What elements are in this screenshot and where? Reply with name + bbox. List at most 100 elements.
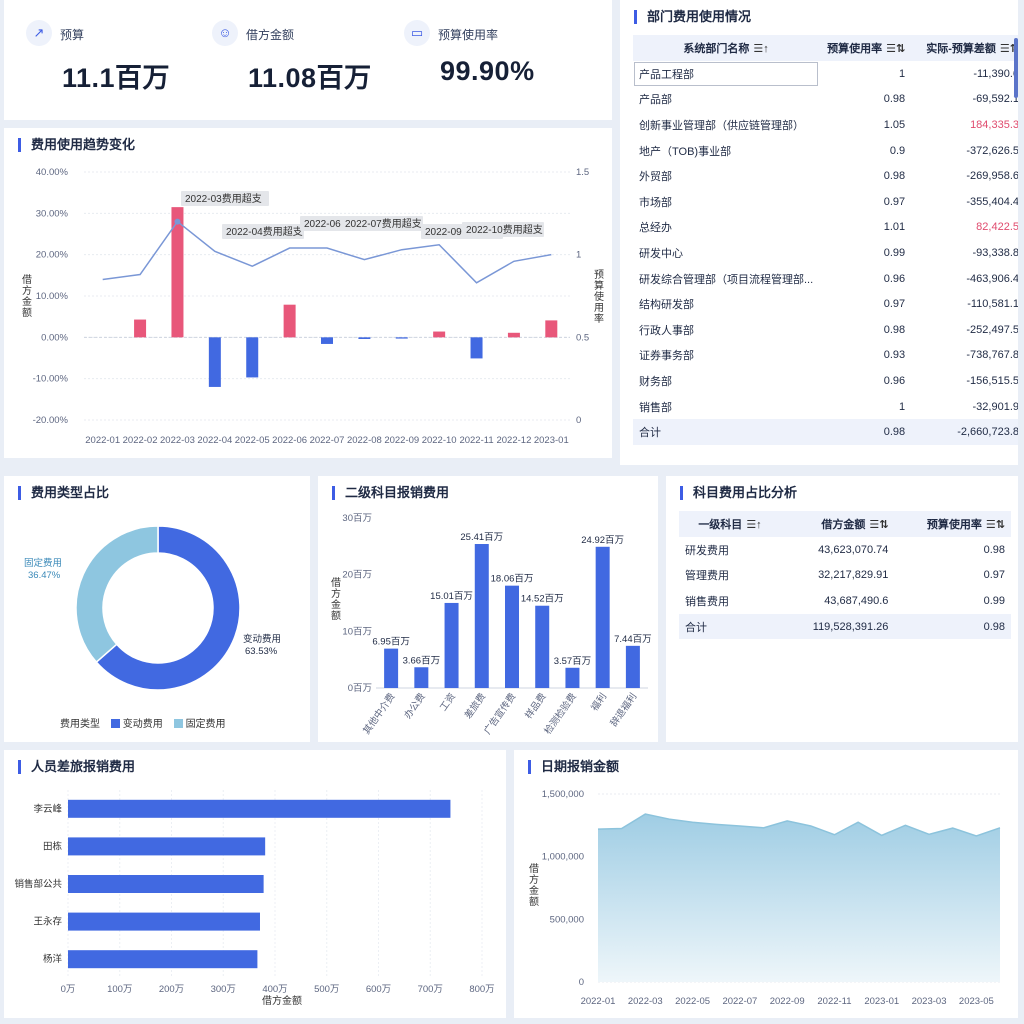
travel-bar[interactable]	[68, 950, 258, 969]
trend-bar[interactable]	[358, 337, 371, 339]
table-row[interactable]: 产品工程部 1 -11,390.6	[633, 61, 1018, 87]
table-row[interactable]: 创新事业管理部（供应链管理部） 1.05 184,335.3	[633, 112, 1018, 138]
y-tick-label: 10百万	[342, 626, 372, 637]
trend-bar[interactable]	[507, 332, 520, 338]
x-tick-label: 100万	[107, 984, 132, 995]
dept-header-name[interactable]: 系统部门名称 ☰↑	[633, 35, 820, 61]
table-row[interactable]: 外贸部 0.98 -269,958.6	[633, 163, 1018, 189]
dept-diff: -110,581.1	[967, 298, 1018, 311]
table-row[interactable]: 地产（TOB)事业部 0.9 -372,626.5	[633, 138, 1018, 164]
table-row[interactable]: 市场部 0.97 -355,404.4	[633, 189, 1018, 215]
x-tick-label: 400万	[262, 984, 287, 995]
subject-header-name[interactable]: 一级科目 ☰↑	[679, 511, 781, 537]
subject-header-amount[interactable]: 借方金额 ☰⇅	[781, 511, 895, 537]
trend-bar[interactable]	[395, 337, 408, 339]
dept-table: 系统部门名称 ☰↑ 预算使用率 ☰⇅ 实际-预算差额 ☰⇅ 产品工程部 1 -11,390…	[633, 35, 1018, 445]
table-row[interactable]: 销售费用 43,687,490.6 0.99	[679, 588, 1011, 614]
travel-bar[interactable]	[68, 799, 451, 818]
dept-name: 产品部	[639, 94, 672, 107]
trend-bar[interactable]	[433, 331, 446, 338]
sort-icon[interactable]: ☰⇅	[869, 519, 889, 531]
table-row[interactable]: 产品部 0.98 -69,592.1	[633, 87, 1018, 113]
subject-bar[interactable]	[565, 667, 580, 688]
pie-slice[interactable]	[75, 525, 159, 664]
dept-name: 外贸部	[639, 171, 672, 184]
table-row[interactable]: 研发综合管理部（项目流程管理部... 0.96 -463,906.4	[633, 266, 1018, 292]
table-row[interactable]: 研发中心 0.99 -93,338.8	[633, 240, 1018, 266]
bar-value-label: 6.95百万	[372, 637, 410, 648]
area-line[interactable]	[597, 813, 1001, 837]
y-tick-label: 30百万	[342, 513, 372, 524]
table-row[interactable]: 证券事务部 0.93 -738,767.8	[633, 343, 1018, 369]
dept-header-diff[interactable]: 实际-预算差额 ☰⇅	[911, 35, 1018, 61]
subject-bar[interactable]	[444, 602, 459, 688]
annotation-label: 2022-10费用超支	[466, 223, 543, 236]
sort-icon[interactable]: ☰⇅	[985, 519, 1005, 531]
subject-bar[interactable]	[384, 648, 399, 688]
subject-bar[interactable]	[474, 544, 489, 688]
total-diff: -2,660,723.8	[911, 419, 1018, 445]
area-fill[interactable]	[598, 814, 1000, 982]
subject-header-rate[interactable]: 预算使用率 ☰⇅	[894, 511, 1011, 537]
legend-item[interactable]: 变动费用	[122, 719, 163, 730]
y-tick-label: 1,000,000	[542, 852, 584, 863]
travel-panel: 人员差旅报销费用 0万 100万 200万 300万 400万 500万 600万 700万 8…	[4, 750, 506, 1018]
table-row[interactable]: 结构研发部 0.97 -110,581.1	[633, 291, 1018, 317]
table-row[interactable]: 行政人事部 0.98 -252,497.5	[633, 317, 1018, 343]
y2-tick-label: 0.5	[576, 332, 589, 343]
trend-bar[interactable]	[283, 304, 296, 338]
travel-bar[interactable]	[68, 912, 260, 931]
table-row[interactable]: 管理费用 32,217,829.91 0.97	[679, 563, 1011, 589]
dept-name: 财务部	[639, 375, 672, 388]
trend-bar[interactable]	[246, 337, 259, 378]
table-row[interactable]: 销售部 1 -32,901.9	[633, 394, 1018, 420]
table-row[interactable]: 财务部 0.96 -156,515.5	[633, 368, 1018, 394]
x-tick-label: 2023-01	[864, 996, 899, 1007]
dept-name: 产品工程部	[633, 61, 819, 87]
x-tick-label: 800万	[469, 984, 494, 995]
trend-bar[interactable]	[208, 337, 221, 387]
dept-diff: -32,901.9	[972, 400, 1018, 413]
dept-rate: 0.98	[883, 170, 906, 183]
trend-bar[interactable]	[470, 337, 483, 359]
x-tick-label: 2022-07	[310, 435, 345, 446]
x-tick-label: 300万	[211, 984, 236, 995]
x-tick-label: 2022-04	[197, 435, 232, 446]
date-area-chart[interactable]: 1,500,000 1,000,000 500,000 0 借方金额 2022-01 202…	[514, 750, 1018, 1018]
total-rate: 0.98	[894, 613, 1011, 640]
legend-item[interactable]: 固定费用	[185, 719, 226, 730]
table-row[interactable]: 总经办 1.01 82,422.5	[633, 215, 1018, 241]
trend-bar[interactable]	[171, 207, 184, 338]
total-label: 合计	[633, 419, 820, 445]
subject-bar[interactable]	[595, 546, 610, 688]
pie-slice[interactable]	[95, 525, 241, 691]
y-axis-title: 借方金额	[22, 274, 32, 319]
subject-bar[interactable]	[414, 667, 429, 688]
table-row[interactable]: 研发费用 43,623,070.74 0.98	[679, 537, 1011, 563]
slice-name-label: 变动费用	[243, 633, 281, 645]
travel-bar[interactable]	[68, 875, 264, 893]
subject-bar[interactable]	[625, 645, 640, 688]
sort-icon[interactable]: ☰⇅	[886, 43, 906, 55]
x-tick-label: 2022-01	[581, 996, 616, 1007]
vertical-scrollbar[interactable]	[1014, 38, 1018, 98]
trend-bar[interactable]	[321, 337, 333, 344]
dept-header-rate[interactable]: 预算使用率 ☰⇅	[819, 35, 912, 61]
rate-point[interactable]	[174, 218, 181, 225]
trend-bar[interactable]	[545, 320, 558, 338]
dept-name: 市场部	[639, 196, 672, 209]
bar-value-label: 18.06百万	[491, 574, 534, 585]
travel-bar[interactable]	[68, 837, 266, 856]
sort-icon[interactable]: ☰↑	[746, 519, 762, 531]
sort-icon[interactable]: ☰⇅	[999, 43, 1018, 55]
trend-bar[interactable]	[134, 319, 147, 338]
subject-amount: 43,623,070.74	[818, 543, 889, 556]
subject-bar[interactable]	[535, 605, 550, 688]
x-tick-label: 2022-11	[817, 996, 851, 1007]
sort-icon[interactable]: ☰↑	[753, 43, 769, 55]
subject-bar[interactable]	[505, 585, 519, 688]
trend-chart[interactable]: 40.00% 30.00% 20.00% 10.00% 0.00% -10.00% -20.…	[4, 128, 612, 458]
